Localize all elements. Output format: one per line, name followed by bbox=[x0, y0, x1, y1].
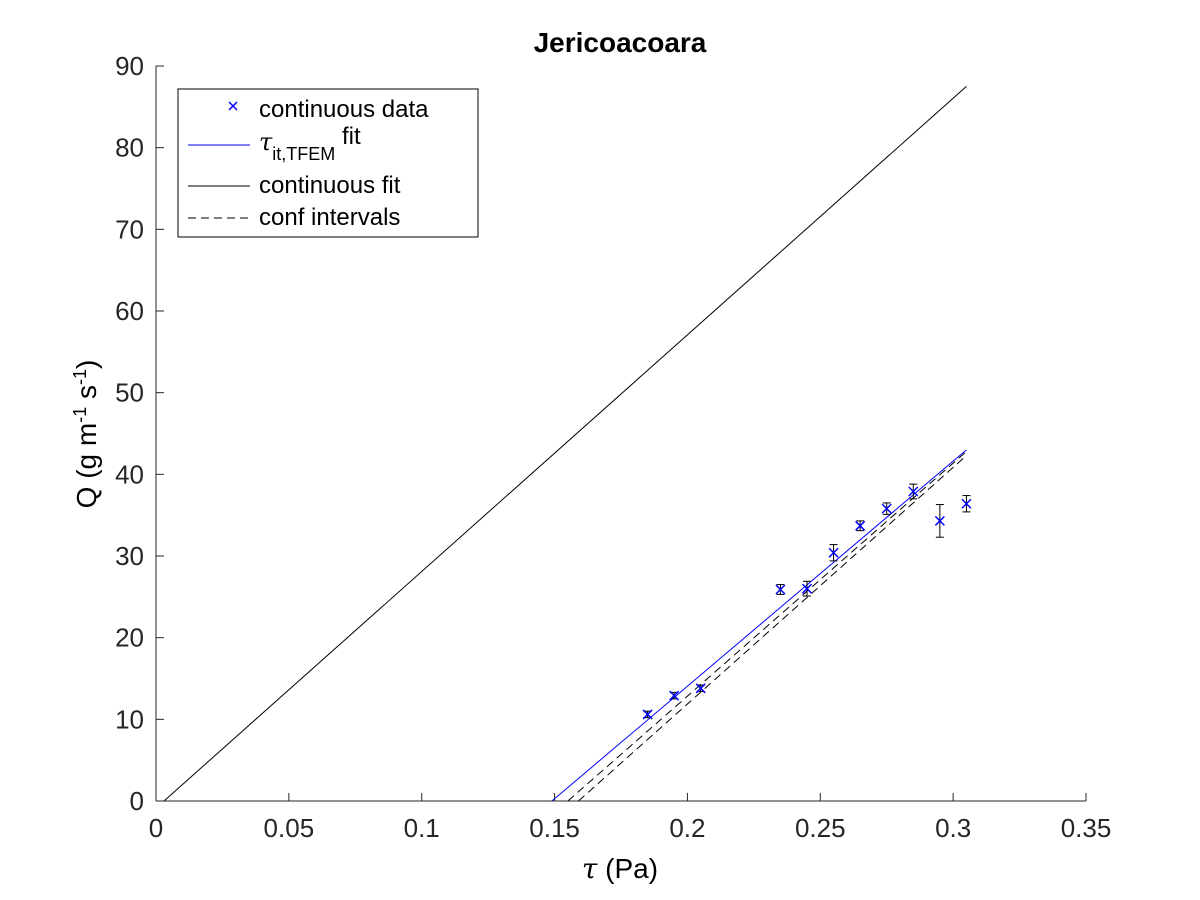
legend-item-blue-fit: τit,TFEM fit bbox=[188, 123, 361, 164]
data-point bbox=[695, 683, 706, 694]
y-tick-label: 30 bbox=[115, 541, 144, 571]
y-axis-label-exp1: -1 bbox=[70, 407, 90, 423]
y-tick-label: 10 bbox=[115, 704, 144, 734]
x-tick-label: 0.3 bbox=[935, 813, 971, 843]
x-marker bbox=[934, 515, 945, 526]
legend-x-marker bbox=[228, 101, 238, 111]
y-tick-label: 0 bbox=[130, 786, 144, 816]
x-marker bbox=[855, 520, 866, 531]
data-point bbox=[642, 709, 653, 720]
x-tick-label: 0.1 bbox=[404, 813, 440, 843]
data-point bbox=[801, 580, 813, 597]
y-axis-label-prefix: Q (g m bbox=[71, 423, 102, 509]
fit-line-1 bbox=[163, 86, 967, 802]
data-point bbox=[908, 483, 919, 500]
y-tick-label: 60 bbox=[115, 296, 144, 326]
legend-item-conf-intervals: conf intervals bbox=[188, 204, 400, 231]
y-tick-label: 90 bbox=[115, 51, 144, 81]
y-tick-label: 70 bbox=[115, 214, 144, 244]
data-points bbox=[642, 483, 972, 720]
data-point bbox=[669, 690, 680, 701]
y-axis-label-mid: s bbox=[71, 385, 102, 407]
legend-item-continuous-fit: continuous fit bbox=[188, 172, 401, 199]
legend-label: conf intervals bbox=[259, 204, 400, 231]
y-axis-label: Q (g m-1 s-1) bbox=[70, 360, 102, 509]
data-point bbox=[961, 495, 972, 513]
x-marker bbox=[642, 709, 653, 720]
legend-label: τit,TFEM fit bbox=[259, 123, 361, 164]
x-marker bbox=[669, 690, 680, 701]
data-point bbox=[934, 504, 945, 538]
fit-lines bbox=[163, 86, 967, 802]
x-axis-label: τ (Pa) bbox=[582, 852, 658, 885]
x-marker bbox=[908, 486, 919, 497]
chart-title: Jericoacoara bbox=[534, 27, 707, 58]
fit-line-3 bbox=[578, 455, 967, 802]
x-tick-label: 0.35 bbox=[1061, 813, 1112, 843]
x-tick-label: 0.25 bbox=[795, 813, 846, 843]
x-marker bbox=[828, 547, 839, 558]
legend-box bbox=[177, 88, 479, 238]
legend-label: continuous fit bbox=[259, 172, 401, 199]
x-marker bbox=[801, 583, 813, 594]
y-tick-label: 80 bbox=[115, 133, 144, 163]
data-point bbox=[855, 520, 866, 532]
x-tick-label: 0.05 bbox=[264, 813, 315, 843]
x-tick-label: 0.15 bbox=[529, 813, 580, 843]
x-axis-label-unit: (Pa) bbox=[597, 853, 658, 884]
x-marker bbox=[881, 503, 892, 514]
y-tick-label: 50 bbox=[115, 378, 144, 408]
fit-line-0 bbox=[551, 449, 967, 802]
x-marker bbox=[775, 584, 786, 595]
legend-label-sub: it,TFEM bbox=[272, 144, 335, 164]
data-point bbox=[828, 544, 839, 562]
fit-line-2 bbox=[567, 451, 967, 802]
y-axis-label-suffix: ) bbox=[71, 360, 102, 369]
legend-item-data: continuous data bbox=[228, 96, 429, 123]
y-tick-label: 20 bbox=[115, 623, 144, 653]
legend-label-symbol: τ bbox=[259, 128, 273, 156]
legend: continuous data τit,TFEM fit continuous … bbox=[177, 88, 479, 238]
data-point bbox=[775, 584, 786, 595]
legend-label: continuous data bbox=[259, 96, 429, 123]
x-marker bbox=[961, 498, 972, 509]
legend-label-suffix: fit bbox=[335, 123, 361, 150]
data-point bbox=[881, 502, 892, 515]
x-tick-label: 0.2 bbox=[669, 813, 705, 843]
x-tick-label: 0 bbox=[149, 813, 163, 843]
y-axis-label-exp2: -1 bbox=[70, 369, 90, 385]
x-marker bbox=[695, 683, 706, 694]
x-axis-label-symbol: τ bbox=[582, 852, 598, 885]
y-tick-label: 40 bbox=[115, 459, 144, 489]
axes: 0 0.05 0.1 0.15 0.2 0.25 0.3 0.35 0 10 20 30 40 50 60 7… bbox=[115, 51, 1111, 843]
